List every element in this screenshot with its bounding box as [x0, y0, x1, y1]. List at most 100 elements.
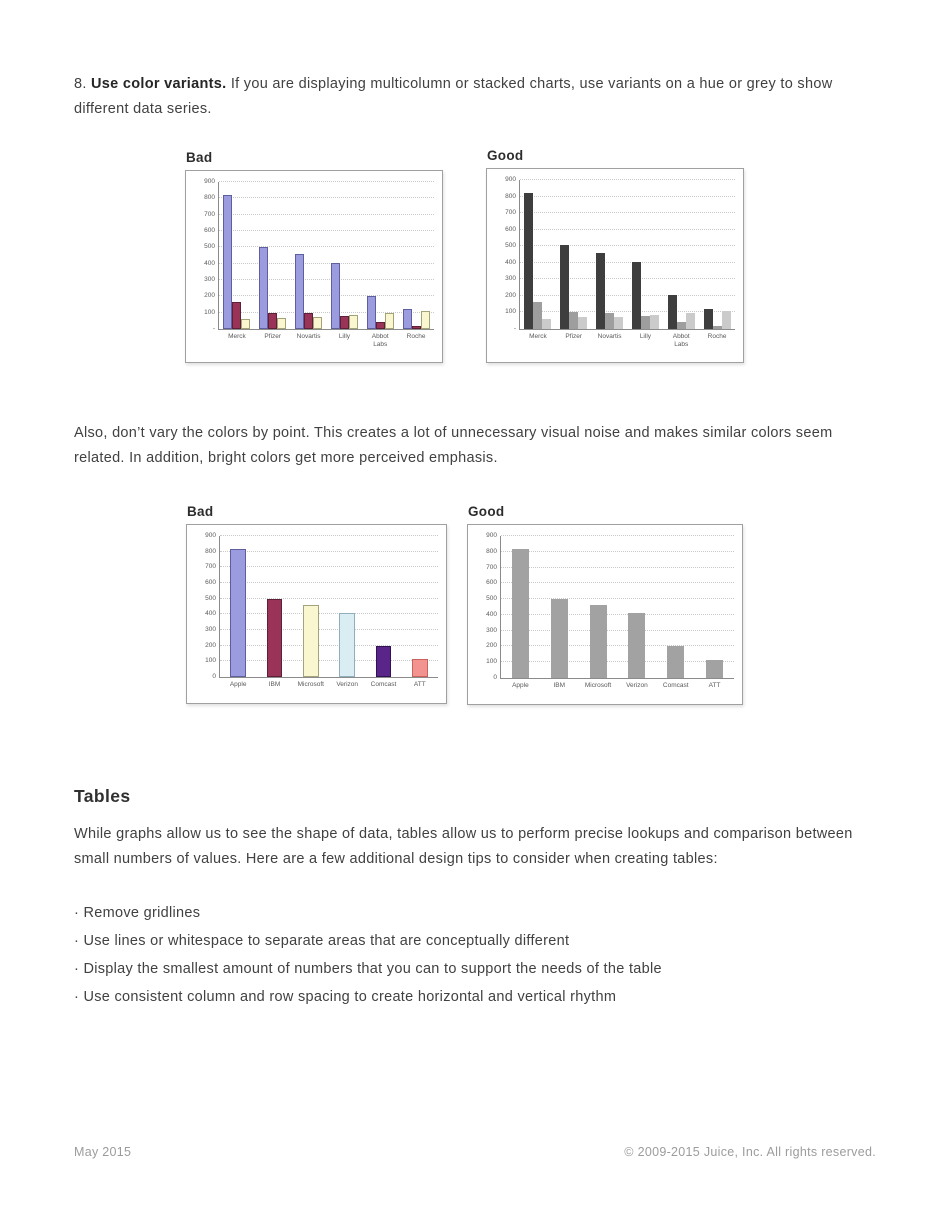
y-axis-tick-label: 400 [486, 610, 497, 618]
bar [676, 322, 686, 329]
gridline [219, 197, 434, 199]
bar [667, 646, 685, 678]
chart-title-bad: Bad [186, 150, 213, 165]
bar [268, 312, 278, 329]
bar-group [556, 180, 592, 329]
bar-group [398, 182, 434, 329]
bullet-list-table-tips: · Remove gridlines · Use lines or whites… [74, 899, 880, 1011]
x-axis-category-label: Novartis [597, 333, 622, 340]
bar [721, 310, 731, 329]
x-axis-category-label: Apple [229, 681, 247, 688]
bar [420, 311, 430, 329]
x-axis-category-label: Apple [512, 682, 529, 689]
bar [313, 316, 322, 329]
bar [640, 315, 650, 329]
gridline [220, 597, 438, 599]
y-axis-tick-label: 600 [204, 227, 215, 235]
y-axis-tick-label: 900 [505, 176, 516, 183]
gridline [220, 644, 438, 646]
bar [614, 316, 623, 329]
x-axis-category-label: Novartis [296, 333, 321, 340]
y-axis-zero-label: - [212, 325, 215, 332]
y-axis-tick-label: 400 [204, 259, 215, 267]
gridline [501, 661, 734, 663]
gridline [219, 213, 434, 215]
bar-group [618, 536, 657, 678]
plot-area: 100 200 300 400 500 600 700 800 900 0 Apple IBM Micr… [486, 532, 734, 689]
bar-group [255, 182, 291, 329]
plot-area: 100 200 300 400 500 600 700 800 900 - Merck Pfizer N… [505, 176, 735, 348]
bar-chart-bad-multicolumn: 100 200 300 400 500 600 700 800 900 - Merck Pfizer N… [185, 170, 443, 363]
gridline [520, 278, 735, 280]
bar [295, 253, 305, 329]
gridline [219, 279, 434, 280]
bar-group [362, 182, 398, 329]
bar [223, 195, 233, 329]
y-axis-tick-label: 900 [486, 532, 497, 539]
footer-date: May 2015 [74, 1145, 132, 1159]
list-number: 8. [74, 76, 92, 92]
y-axis-tick-label: 700 [204, 210, 215, 218]
x-axis-category-label: Comcast [370, 681, 397, 688]
y-axis-tick-label: 500 [205, 594, 216, 602]
bar-group [656, 536, 695, 678]
gridline [220, 613, 438, 615]
bar-chart-bad-varied-colors: 100 200 300 400 500 600 700 800 900 0 Apple IBM Micr… [186, 524, 447, 704]
y-axis-tick-label: 200 [205, 641, 216, 649]
y-axis-tick-label: 600 [486, 579, 497, 587]
bar-chart-good-multicolumn: 100 200 300 400 500 600 700 800 900 - Merck Pfizer N… [486, 168, 744, 363]
bar [596, 252, 606, 329]
bar-group [520, 180, 556, 329]
y-axis-tick-label: 700 [205, 563, 216, 571]
y-axis-tick-label: 800 [205, 547, 216, 555]
bar [649, 314, 659, 329]
y-axis-tick-label: 300 [486, 626, 497, 634]
y-axis-tick-label: 400 [505, 258, 516, 266]
bar [589, 605, 607, 678]
x-axis-category-label: Merck [228, 333, 246, 340]
bar [339, 315, 349, 329]
bar [706, 659, 724, 678]
gridline [501, 629, 734, 631]
x-axis-category-label: IBM [268, 681, 281, 688]
bar-group [695, 536, 734, 678]
bar [259, 246, 269, 329]
y-axis-tick-label: 300 [505, 275, 516, 283]
y-axis-tick-label: 800 [486, 547, 497, 555]
bar [578, 317, 588, 329]
bar [375, 645, 392, 677]
paragraph-tables-intro: While graphs allow us to see the shape o… [74, 826, 853, 867]
bar [232, 302, 242, 329]
x-axis-category-label: Abbot Labs [371, 333, 389, 348]
bar-group [291, 182, 327, 329]
x-axis-category-label: Microsoft [297, 681, 324, 688]
y-axis-tick-label: 600 [505, 225, 516, 233]
bar-group [628, 180, 664, 329]
bar-group [699, 180, 735, 329]
bar-group [663, 180, 699, 329]
gridline [501, 582, 734, 584]
bullet-smallest-numbers: · Display the smallest amount of numbers… [74, 961, 662, 977]
x-axis-category-label: Microsoft [584, 682, 612, 689]
bar [411, 325, 421, 329]
gridline [520, 261, 735, 263]
y-axis-tick-label: 300 [205, 626, 216, 634]
chart-title-good: Good [487, 148, 524, 163]
gridline [220, 660, 438, 662]
bar-chart-good-single-color: 100 200 300 400 500 600 700 800 900 0 Apple IBM Micr… [467, 524, 743, 705]
x-axis-category-label: Merck [529, 333, 547, 340]
x-axis-category-label: Roche [406, 333, 426, 340]
plot-area: 100 200 300 400 500 600 700 800 900 - Merck Pfizer N… [204, 178, 434, 348]
gridline [501, 598, 734, 600]
gridline [219, 262, 434, 264]
bar [533, 301, 543, 329]
bar [628, 613, 646, 678]
gridline [520, 228, 735, 230]
gridline [220, 566, 438, 568]
section-heading-tables: Tables [74, 786, 131, 806]
gridline [501, 613, 734, 615]
bar [241, 319, 251, 329]
bar [524, 193, 534, 329]
y-axis-tick-label: 900 [204, 178, 215, 185]
bar-group [402, 536, 438, 677]
